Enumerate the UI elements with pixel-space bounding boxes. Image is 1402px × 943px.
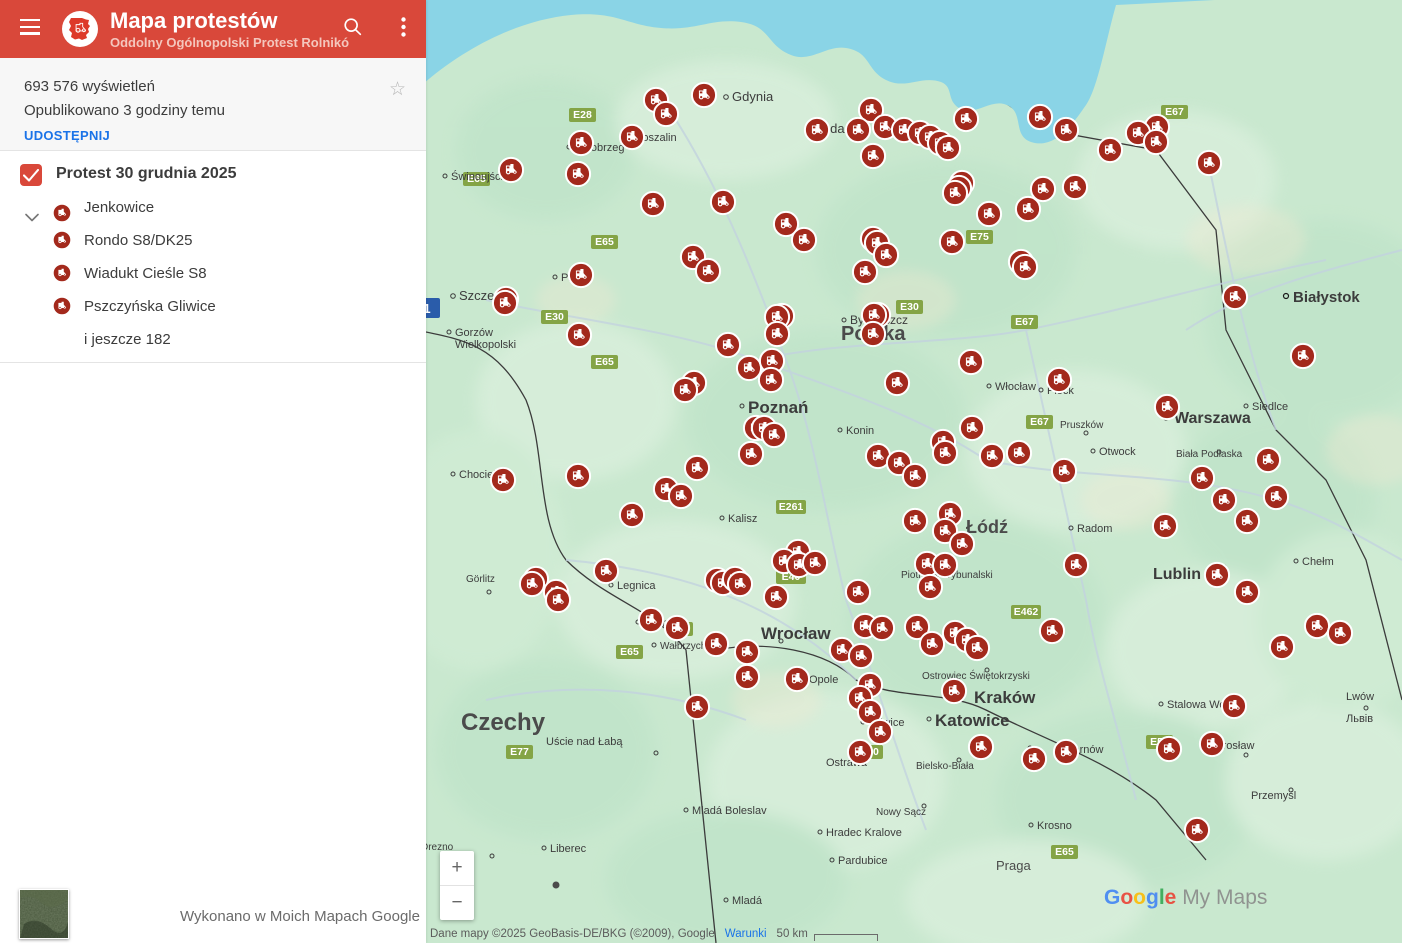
svg-text:Poznań: Poznań [748, 398, 808, 417]
svg-text:Gorzów: Gorzów [455, 327, 493, 339]
svg-text:Liberec: Liberec [550, 843, 587, 855]
svg-text:Lwów: Lwów [1346, 691, 1374, 703]
svg-text:Ostrowiec Świętokrzyski: Ostrowiec Świętokrzyski [922, 669, 1030, 682]
svg-text:E28: E28 [573, 109, 592, 121]
svg-text:Łódź: Łódź [966, 517, 1008, 537]
svg-text:E65: E65 [595, 356, 614, 368]
svg-text:E30: E30 [545, 311, 564, 323]
svg-text:Otwock: Otwock [1099, 446, 1136, 458]
svg-text:Warszawa: Warszawa [1174, 410, 1251, 427]
svg-text:Katowice: Katowice [935, 711, 1010, 730]
svg-text:Biała Podlaska: Biała Podlaska [1176, 449, 1243, 460]
svg-text:Lublin: Lublin [1153, 566, 1201, 583]
svg-text:E75: E75 [970, 231, 989, 243]
svg-text:Praga: Praga [996, 858, 1031, 873]
svg-text:Mladá: Mladá [732, 895, 763, 907]
svg-text:Wrocław: Wrocław [761, 624, 831, 643]
svg-text:Krosno: Krosno [1037, 820, 1072, 832]
svg-text:Nowy Sącz: Nowy Sącz [876, 807, 926, 818]
svg-text:E462: E462 [1014, 606, 1039, 618]
svg-text:Włocław: Włocław [995, 381, 1036, 393]
svg-text:E261: E261 [779, 501, 804, 513]
svg-text:Львів: Львів [1346, 713, 1373, 725]
svg-text:E65: E65 [620, 646, 639, 658]
svg-text:1: 1 [426, 301, 431, 316]
svg-text:Pardubice: Pardubice [838, 855, 888, 867]
svg-text:E67: E67 [1015, 316, 1034, 328]
svg-text:Gdynia: Gdynia [732, 89, 774, 104]
svg-text:Legnica: Legnica [617, 580, 656, 592]
svg-text:E67: E67 [1030, 416, 1049, 428]
svg-text:Kalisz: Kalisz [728, 513, 757, 525]
svg-text:Przemyśl: Przemyśl [1251, 790, 1296, 802]
svg-text:Czechy: Czechy [461, 709, 546, 736]
svg-text:Wałbrzych: Wałbrzych [660, 641, 706, 652]
svg-text:Wielkopolski: Wielkopolski [455, 339, 516, 351]
svg-text:Bielsko-Biała: Bielsko-Biała [916, 761, 974, 772]
svg-text:Mladá Boleslav: Mladá Boleslav [692, 805, 767, 817]
svg-text:Chełm: Chełm [1302, 556, 1334, 568]
svg-text:Hradec Kralove: Hradec Kralove [826, 827, 902, 839]
svg-text:Radom: Radom [1077, 523, 1112, 535]
svg-text:E65: E65 [595, 236, 614, 248]
svg-text:Pruszków: Pruszków [1060, 420, 1104, 431]
svg-text:E77: E77 [510, 746, 529, 758]
svg-text:Görlitz: Görlitz [466, 574, 495, 585]
svg-text:Konin: Konin [846, 425, 874, 437]
svg-text:Uście nad Łabą: Uście nad Łabą [546, 736, 623, 748]
svg-text:Kraków: Kraków [974, 688, 1036, 707]
svg-text:Siedlce: Siedlce [1252, 401, 1288, 413]
svg-text:E65: E65 [1055, 846, 1074, 858]
svg-text:Opole: Opole [809, 674, 838, 686]
svg-text:Białystok: Białystok [1293, 289, 1360, 306]
svg-text:E67: E67 [1165, 106, 1184, 118]
svg-text:E30: E30 [900, 301, 919, 313]
